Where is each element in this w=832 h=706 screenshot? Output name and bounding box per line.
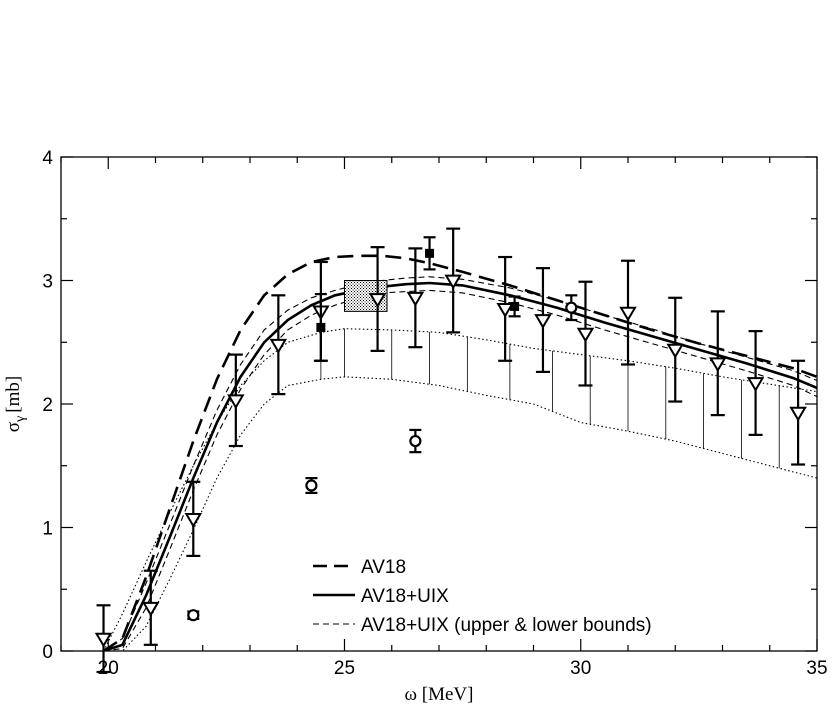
x-tick-label-20: 20: [98, 658, 119, 679]
legend-label-2: AV18+UIX (upper & lower bounds): [361, 615, 652, 636]
triangle-marker-12: [619, 306, 637, 322]
y-tick-label-2: 2: [42, 395, 53, 416]
x-tick-label-30: 30: [570, 658, 591, 679]
series-line-0: [102, 254, 817, 651]
legend: AV18 AV18+UIX AV18+UIX (upper & lower boun…: [313, 557, 652, 636]
triangle-marker-11: [576, 327, 595, 343]
triangle-marker-4: [269, 338, 288, 354]
y-tick-label-3: 3: [42, 272, 53, 293]
legend-label-1: AV18+UIX: [361, 586, 449, 607]
y-axis-label: σγ [mb]: [3, 376, 28, 432]
axis-label-group: ω [MeV] σγ [mb]: [3, 376, 473, 705]
series-line-4: [103, 328, 817, 651]
y-axis-label-subscript: γ: [13, 416, 28, 423]
circle-marker-2: [409, 434, 422, 448]
triangle-marker-10: [534, 314, 552, 329]
data-marker-group: [94, 227, 807, 674]
triangle-marker-6: [368, 293, 387, 308]
triangle-marker-9: [496, 303, 514, 318]
triangle-marker-8: [444, 274, 462, 290]
x-tick-label-25: 25: [334, 658, 355, 679]
triangle-marker-15: [746, 377, 765, 392]
triangle-marker-16: [789, 406, 807, 422]
square-marker-1: [425, 248, 435, 258]
x-tick-label-35: 35: [806, 658, 827, 679]
triangle-marker-2: [184, 512, 203, 528]
shaded-band-group: [103, 328, 817, 651]
svg-text:σγ[mb]: σγ [mb]: [3, 376, 28, 432]
triangle-marker-13: [666, 343, 684, 359]
y-tick-label-4: 4: [42, 148, 53, 169]
square-marker-2: [510, 301, 520, 311]
x-axis-label: ω [MeV]: [405, 684, 474, 705]
series-line-5: [103, 376, 817, 651]
curve-group: [102, 254, 817, 651]
circle-marker-1: [305, 479, 318, 492]
y-axis-label-base: σ: [3, 422, 24, 432]
series-line-1: [103, 281, 817, 651]
series-line-2: [103, 276, 817, 651]
y-tick-label-1: 1: [42, 519, 53, 540]
circle-marker-0: [187, 609, 200, 622]
y-tick-label-0: 0: [42, 642, 53, 663]
y-axis-label-unit: [mb]: [3, 376, 24, 413]
legend-label-0: AV18: [361, 557, 406, 578]
triangle-marker-7: [406, 291, 425, 307]
triangle-marker-14: [709, 357, 727, 373]
triangle-marker-1: [142, 601, 160, 617]
axes-group: 20 25 30 35 0 1 2 3 4: [42, 148, 827, 679]
circle-marker-3: [565, 301, 578, 314]
triangle-marker-0: [94, 632, 113, 648]
series-line-3: [103, 289, 817, 651]
square-marker-0: [316, 322, 326, 332]
triangle-marker-3: [227, 394, 245, 410]
